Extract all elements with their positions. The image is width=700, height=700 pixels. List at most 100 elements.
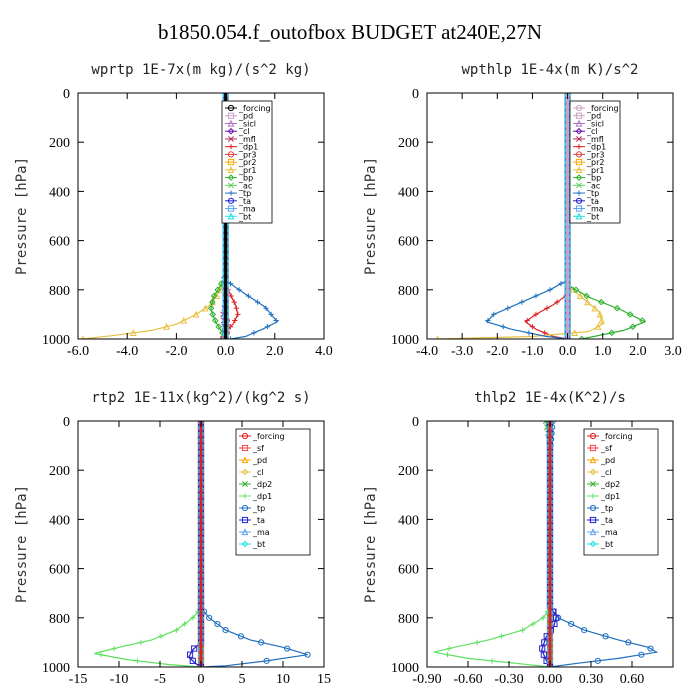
legend-marker: [589, 540, 597, 548]
y-tick-label: 600: [398, 235, 419, 250]
legend-marker: [227, 127, 235, 135]
legend-marker: [575, 151, 583, 158]
legend-label: _cl: [586, 127, 598, 136]
legend-box: [583, 428, 659, 556]
legend-marker: [589, 468, 597, 476]
legend-label: _bp: [238, 174, 253, 183]
legend-marker: [589, 504, 597, 512]
data-point: [598, 316, 606, 324]
legend-label: _ac: [586, 181, 600, 190]
x-tick-label: -1.0: [521, 344, 543, 359]
legend-label: _pd: [252, 456, 267, 465]
legend-marker: [575, 159, 583, 166]
data-point: [533, 293, 539, 299]
x-tick-label: -0.30: [494, 672, 523, 687]
x-tick-label: 10: [276, 672, 290, 687]
legend-label: _pr2: [238, 158, 256, 167]
data-point: [533, 311, 539, 317]
data-point: [215, 323, 223, 331]
y-tick-label: 200: [49, 464, 70, 479]
data-point: [192, 310, 200, 318]
data-point: [211, 317, 219, 324]
legend-label: _cl: [252, 468, 264, 477]
legend-marker: [575, 197, 583, 204]
legend-label: _forcing: [586, 104, 619, 113]
data-point: [613, 304, 621, 312]
legend-marker: [576, 135, 582, 142]
data-point: [546, 663, 554, 667]
y-tick-label: 0: [63, 87, 70, 102]
legend-label: _pd: [238, 112, 253, 121]
legend-label: _ma: [238, 205, 256, 214]
legend-label: _dp1: [252, 492, 272, 501]
legend-label: _tp: [600, 504, 613, 513]
data-point: [227, 281, 234, 287]
data-point: [542, 330, 548, 336]
legend-label: _pd: [600, 456, 615, 465]
legend-label: _dp2: [252, 480, 272, 489]
legend-marker: [589, 432, 597, 440]
plot-frame: [77, 92, 325, 340]
legend-label: _tp: [586, 189, 599, 198]
series-line: [524, 93, 569, 339]
data-point: [268, 311, 274, 317]
x-tick-label: 0.0: [217, 344, 235, 359]
legend-marker: [227, 159, 235, 166]
legend-marker: [241, 540, 249, 548]
legend-marker: [575, 212, 583, 220]
data-point: [596, 310, 604, 318]
y-tick-label: 400: [398, 513, 419, 528]
x-tick-label: -4.0: [116, 344, 138, 359]
y-tick-label: 600: [49, 235, 70, 250]
legend-marker: [241, 468, 249, 476]
y-tick-label: 1000: [42, 661, 70, 676]
legend-marker: [227, 197, 235, 204]
data-point: [539, 645, 546, 652]
data-point: [485, 317, 491, 324]
data-point: [189, 657, 196, 664]
data-point: [210, 292, 218, 300]
data-point: [540, 651, 547, 658]
legend-marker: [242, 493, 248, 499]
legend-label: _tp: [252, 504, 265, 513]
legend-label: _mfl: [238, 135, 256, 144]
series-line: [82, 93, 227, 339]
panel-title: thlp2 1E-4x(K^2)/s: [474, 390, 626, 406]
legend-label: _pr3: [238, 150, 256, 159]
legend-marker: [228, 190, 234, 196]
x-tick-label: -0.60: [453, 672, 482, 687]
legend-label: _forcing: [600, 432, 633, 441]
legend-label: _sf: [252, 444, 264, 453]
legend-label: _cl: [238, 127, 250, 136]
data-point: [547, 287, 553, 293]
legend-label: _ta: [586, 197, 599, 206]
series-line: [225, 93, 279, 339]
y-tick-label: 200: [49, 136, 70, 151]
y-tick-label: 400: [49, 513, 70, 528]
data-point: [129, 329, 137, 336]
data-point: [263, 657, 270, 664]
data-point: [498, 633, 504, 639]
y-tick-label: 800: [398, 612, 419, 627]
data-point: [273, 317, 279, 324]
plot-frame: [426, 92, 674, 340]
x-tick-label: -10: [110, 672, 129, 687]
y-tick-label: 0: [412, 87, 419, 102]
data-point: [638, 651, 645, 658]
legend-marker: [590, 481, 596, 487]
data-point: [625, 639, 632, 646]
x-tick-label: -0.90: [412, 672, 441, 687]
data-point: [571, 329, 579, 336]
y-tick-label: 400: [49, 185, 70, 200]
x-tick-label: 0: [198, 672, 205, 687]
x-tick-label: -6.0: [67, 344, 89, 359]
data-point: [568, 620, 575, 628]
data-point: [228, 293, 234, 299]
x-tick-label: -2.0: [486, 344, 508, 359]
data-point: [111, 645, 117, 652]
legend-label: _forcing: [238, 104, 271, 113]
y-axis-label: Pressure [hPa]: [14, 157, 30, 275]
legend-label: _dp1: [586, 143, 606, 152]
data-point: [213, 292, 220, 300]
legend-label: _pr1: [238, 166, 256, 175]
